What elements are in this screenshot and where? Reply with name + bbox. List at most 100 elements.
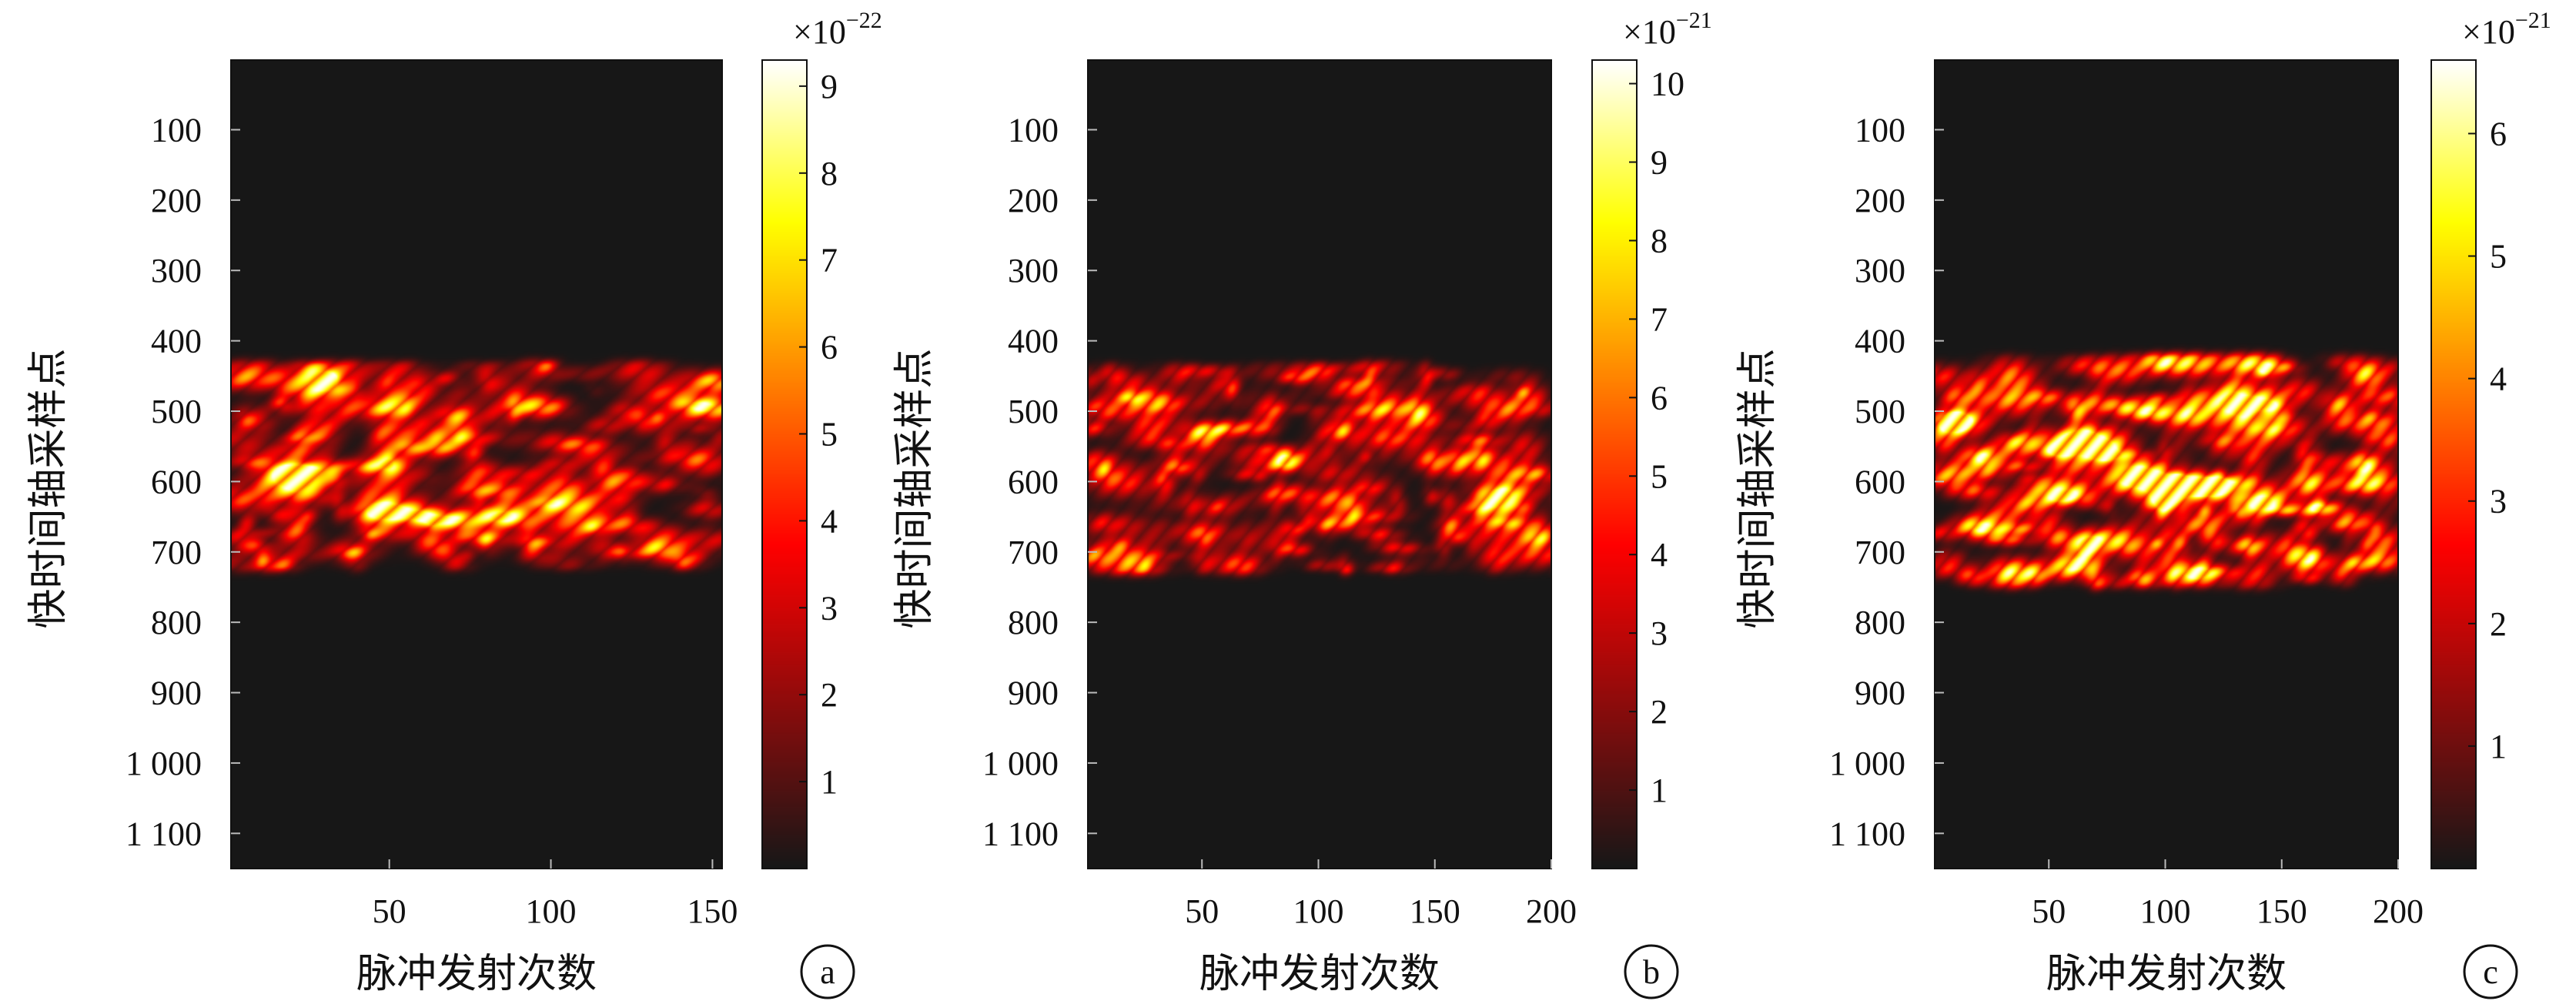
y-tick-label: 1 000 bbox=[125, 745, 202, 782]
colorbar-exponent: −22 bbox=[846, 8, 882, 33]
y-tick-label: 1 100 bbox=[125, 815, 202, 852]
heatmap-image bbox=[1088, 60, 1551, 869]
y-tick-label: 800 bbox=[1008, 604, 1059, 641]
y-tick-label: 700 bbox=[151, 534, 202, 571]
colorbar-tick-label: 3 bbox=[2490, 483, 2507, 521]
y-tick-label: 900 bbox=[1008, 675, 1059, 712]
colorbar-tick-label: 4 bbox=[821, 502, 838, 540]
y-tick-label: 1 100 bbox=[1829, 815, 1905, 852]
y-tick-label: 500 bbox=[1008, 393, 1059, 430]
y-tick-label: 1 100 bbox=[982, 815, 1059, 852]
panel-label-circle bbox=[2463, 944, 2518, 999]
panel-b: 100 200 300 400 500 600 700 800 900 1 000 1 100 50 1… bbox=[893, 8, 1712, 999]
y-tick-label: 400 bbox=[1855, 323, 1905, 360]
y-tick-label: 600 bbox=[1008, 463, 1059, 500]
colorbar-frame bbox=[761, 59, 808, 869]
panel-c: 100 200 300 400 500 600 700 800 900 1 000 1 100 50 1… bbox=[1736, 8, 2551, 999]
y-tick-label: 300 bbox=[1855, 252, 1905, 290]
panel-label-circle bbox=[1624, 944, 1679, 999]
colorbar-tick-label: 7 bbox=[1651, 300, 1668, 338]
y-tick-label: 300 bbox=[1008, 252, 1059, 290]
y-tick-label: 200 bbox=[1855, 182, 1905, 219]
colorbar-exponent: −21 bbox=[1676, 8, 1712, 33]
x-tick-label: 50 bbox=[1185, 892, 1219, 930]
colorbar-exponent-label: ×10−21 bbox=[1623, 8, 1712, 51]
colorbar-tick-label: 2 bbox=[2490, 605, 2507, 643]
y-tick-label: 100 bbox=[1008, 111, 1059, 149]
x-tick-label: 100 bbox=[1293, 892, 1343, 930]
y-tick-label: 100 bbox=[1855, 111, 1905, 149]
y-tick-label: 700 bbox=[1855, 534, 1905, 571]
x-tick-label: 50 bbox=[2032, 892, 2066, 930]
colorbar-tick-label: 3 bbox=[821, 589, 838, 627]
plot-frame bbox=[1934, 59, 2399, 869]
y-tick-label: 100 bbox=[151, 111, 202, 149]
x-tick-label: 50 bbox=[373, 892, 406, 930]
colorbar-tick-label: 6 bbox=[1651, 379, 1668, 417]
x-tick-label: 100 bbox=[2139, 892, 2190, 930]
colorbar-tick-label: 9 bbox=[1651, 144, 1668, 182]
x-axis-label: 脉冲发射次数 bbox=[2046, 952, 2287, 996]
colorbar-tick-label: 10 bbox=[1651, 65, 1684, 103]
colorbar-tick-label: 1 bbox=[1651, 772, 1668, 809]
y-tick-label: 700 bbox=[1008, 534, 1059, 571]
colorbar-tick-label: 1 bbox=[821, 763, 838, 801]
colorbar-tick-label: 8 bbox=[1651, 222, 1668, 259]
x-tick-label: 150 bbox=[2257, 892, 2307, 930]
x-tick-label: 200 bbox=[2373, 892, 2424, 930]
colorbar-gradient bbox=[1592, 60, 1637, 869]
colorbar-tick-label: 5 bbox=[2490, 238, 2507, 276]
colorbar-tick-label: 3 bbox=[1651, 614, 1668, 652]
y-axis-label: 快时间轴采样点 bbox=[27, 348, 71, 628]
y-tick-label: 1 000 bbox=[1829, 745, 1905, 782]
y-tick-label: 400 bbox=[151, 323, 202, 360]
y-axis-label: 快时间轴采样点 bbox=[1736, 348, 1780, 628]
y-tick-label: 400 bbox=[1008, 323, 1059, 360]
panel-label: a bbox=[820, 953, 835, 991]
colorbar-tick-label: 6 bbox=[821, 329, 838, 367]
colorbar-tick-label: 2 bbox=[821, 676, 838, 714]
colorbar-frame bbox=[2430, 59, 2477, 869]
y-tick-label: 900 bbox=[1855, 675, 1905, 712]
colorbar-frame bbox=[1591, 59, 1638, 869]
y-tick-label: 300 bbox=[151, 252, 202, 290]
colorbar-tick-label: 1 bbox=[2490, 728, 2507, 765]
panel-a: 100 200 300 400 500 600 700 800 900 1 000 1 100 50 1… bbox=[27, 8, 882, 999]
y-tick-label: 500 bbox=[151, 393, 202, 430]
panel-label: c bbox=[2483, 953, 2498, 991]
x-tick-label: 100 bbox=[526, 892, 577, 930]
colorbar-gradient bbox=[762, 60, 807, 869]
y-tick-label: 200 bbox=[1008, 182, 1059, 219]
x-tick-label: 200 bbox=[1526, 892, 1577, 930]
colorbar-tick-label: 2 bbox=[1651, 693, 1668, 731]
colorbar-tick-label: 9 bbox=[821, 68, 838, 105]
y-tick-label: 500 bbox=[1855, 393, 1905, 430]
y-tick-label: 600 bbox=[1855, 463, 1905, 500]
y-tick-label: 800 bbox=[151, 604, 202, 641]
x-tick-label: 150 bbox=[1410, 892, 1460, 930]
panel-label: b bbox=[1643, 953, 1660, 991]
colorbar-tick-label: 5 bbox=[1651, 457, 1668, 495]
colorbar-exponent-label: ×10−22 bbox=[793, 8, 882, 51]
y-tick-label: 900 bbox=[151, 675, 202, 712]
plot-frame bbox=[230, 59, 723, 869]
x-axis-label: 脉冲发射次数 bbox=[1199, 952, 1440, 996]
colorbar-tick-label: 4 bbox=[2490, 360, 2507, 398]
colorbar-gradient bbox=[2431, 60, 2476, 869]
y-axis-label: 快时间轴采样点 bbox=[893, 348, 937, 628]
colorbar-tick-label: 8 bbox=[821, 155, 838, 192]
y-tick-label: 800 bbox=[1855, 604, 1905, 641]
colorbar-tick-label: 7 bbox=[821, 242, 838, 280]
y-tick-label: 1 000 bbox=[982, 745, 1059, 782]
plot-frame bbox=[1087, 59, 1552, 869]
heatmap-image bbox=[1935, 60, 2398, 869]
y-tick-label: 600 bbox=[151, 463, 202, 500]
colorbar-exponent: −21 bbox=[2515, 8, 2551, 33]
x-tick-label: 150 bbox=[687, 892, 738, 930]
y-tick-label: 200 bbox=[151, 182, 202, 219]
colorbar-tick-label: 4 bbox=[1651, 536, 1668, 574]
colorbar-tick-label: 6 bbox=[2490, 115, 2507, 152]
colorbar-tick-label: 5 bbox=[821, 415, 838, 453]
colorbar-exponent-label: ×10−21 bbox=[2462, 8, 2551, 51]
